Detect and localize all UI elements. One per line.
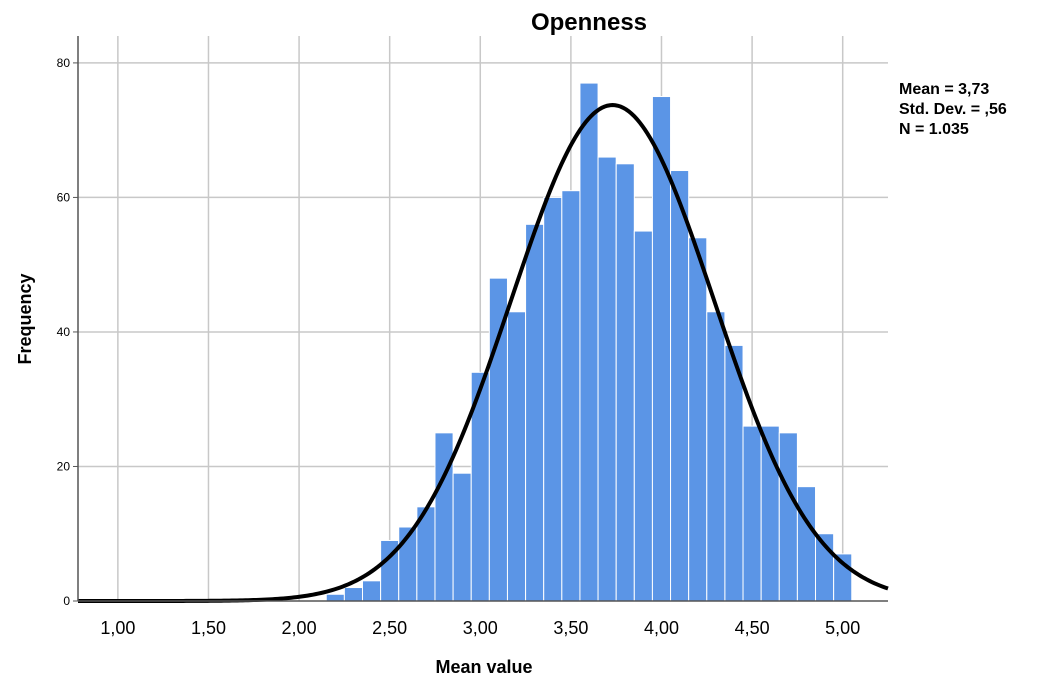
x-tick-label-8: 5,00 — [825, 618, 860, 638]
x-tick-label-4: 3,00 — [463, 618, 498, 638]
x-tick-labels: 1,00 1,50 2,00 2,50 3,00 3,50 4,00 4,50 5,00 — [100, 618, 860, 638]
x-tick-label-5: 3,50 — [553, 618, 588, 638]
histogram-bar-1 — [343, 587, 363, 602]
histogram-bar-7 — [452, 472, 472, 602]
x-tick-label-3: 2,50 — [372, 618, 407, 638]
histogram-bar-25 — [778, 432, 798, 602]
histogram-bar-19 — [670, 170, 690, 602]
x-tick-label-6: 4,00 — [644, 618, 679, 638]
histogram-bar-0 — [325, 593, 345, 602]
x-tick-label-7: 4,50 — [735, 618, 770, 638]
histogram-bar-2 — [361, 580, 382, 602]
histogram-bar-17 — [633, 230, 653, 602]
x-tick-label-1: 1,50 — [191, 618, 226, 638]
histogram-bar-22 — [724, 344, 744, 602]
chart-title: Openness — [531, 9, 647, 36]
y-tick-label-2: 40 — [57, 325, 71, 339]
histogram-bar-12 — [543, 196, 563, 602]
y-tick-labels: 0 20 40 60 80 — [57, 56, 78, 608]
histogram-bar-11 — [525, 223, 545, 602]
y-tick-label-4: 80 — [57, 56, 71, 70]
histogram-bar-14 — [579, 82, 599, 602]
y-tick-label-1: 20 — [57, 459, 71, 473]
axes — [77, 36, 888, 602]
histogram-bar-26 — [796, 486, 817, 602]
y-tick-label-3: 60 — [57, 190, 71, 204]
stats-box: Mean = 3,73 Std. Dev. = ,56 N = 1.035 — [899, 81, 1007, 138]
x-tick-label-2: 2,00 — [282, 618, 317, 638]
stats-mean: Mean = 3,73 — [899, 81, 989, 98]
y-tick-label-0: 0 — [63, 594, 70, 608]
histogram-bar-20 — [688, 237, 708, 602]
stats-n: N = 1.035 — [899, 121, 969, 138]
stats-std-dev: Std. Dev. = ,56 — [899, 101, 1007, 118]
histogram-bar-10 — [506, 311, 527, 602]
histogram-bar-9 — [488, 277, 508, 602]
histogram-bar-15 — [597, 156, 617, 602]
histogram-bar-13 — [561, 190, 581, 602]
histogram-bar-21 — [706, 311, 726, 602]
y-axis-title: Frequency — [15, 273, 35, 364]
histogram-bar-16 — [615, 163, 635, 602]
x-tick-label-0: 1,00 — [100, 618, 135, 638]
x-axis-title: Mean value — [435, 657, 532, 677]
histogram-bar-23 — [742, 425, 762, 602]
histogram-bars — [325, 82, 853, 602]
